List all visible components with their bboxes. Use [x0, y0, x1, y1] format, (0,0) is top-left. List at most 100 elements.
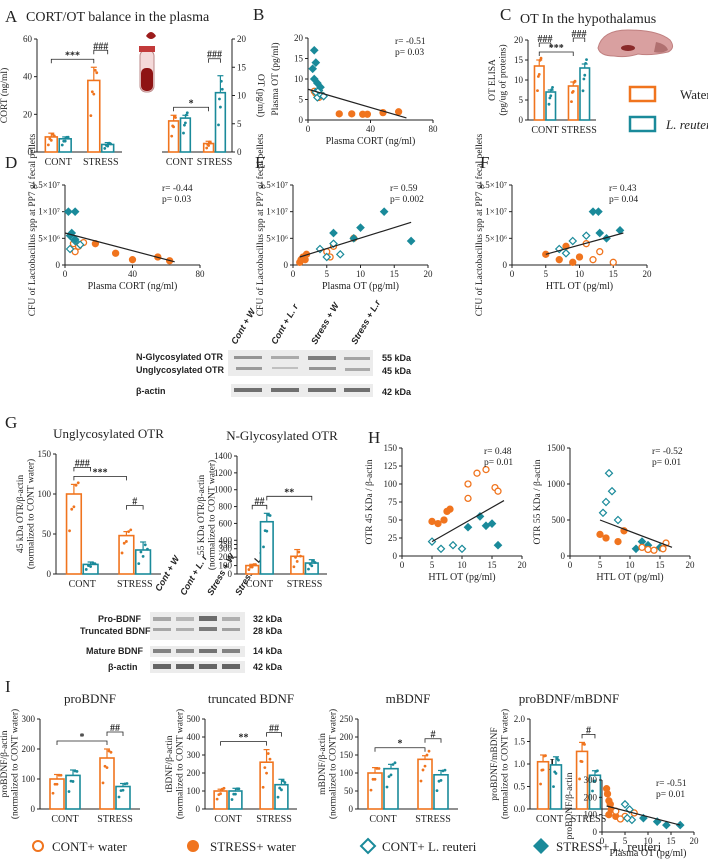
x-axis-label: Plasma OT (pg/ml): [609, 848, 686, 859]
data-point: [578, 777, 581, 781]
significance-bracket: [106, 731, 124, 736]
data-point: [299, 554, 302, 558]
significance-label: *: [398, 739, 403, 750]
x-tick-label: 0: [291, 269, 296, 279]
y-tick-label: 5×10⁶: [266, 233, 288, 243]
stats-label: r= 0.59: [390, 184, 418, 194]
y-tick-label: 1×10⁷: [38, 207, 60, 217]
y-tick-label: 0: [561, 551, 566, 561]
data-point: [182, 131, 185, 135]
panel-letter-a: A: [5, 7, 18, 26]
data-point: [128, 256, 137, 264]
data-point: [90, 90, 94, 94]
x-tick-label: 5: [544, 269, 549, 279]
data-point: [482, 465, 490, 474]
x-tick-label: 15: [656, 560, 666, 570]
y-tick-label: 200: [22, 744, 36, 754]
y-tick-label: 0: [503, 260, 508, 270]
blot1-row-label: N-Glycosylated OTR: [136, 352, 224, 362]
legend-cont-reuteri-marker: [359, 837, 377, 855]
blot2-mature-membrane: [150, 646, 245, 657]
blot2-row-label: Pro-BDNF: [98, 614, 141, 624]
regression-line: [64, 232, 175, 263]
data-point: [435, 789, 439, 793]
data-point: [625, 805, 634, 814]
y-tick-label: 1000: [214, 485, 233, 495]
significance-label: ###: [75, 458, 90, 469]
blot1-lane-label: Cont + W: [229, 306, 258, 346]
x-axis-label: HTL OT (pg/ml): [546, 281, 613, 292]
data-point: [548, 96, 552, 100]
data-point: [609, 258, 617, 266]
stats-label: r= 0.48: [484, 447, 512, 457]
y-tick-label: 0: [31, 804, 36, 814]
y-tick-label: 15: [294, 54, 304, 64]
data-point: [122, 541, 126, 545]
significance-bracket: [220, 741, 267, 746]
y-tick-label: 0: [593, 827, 598, 837]
data-point: [268, 757, 272, 761]
x-tick-label: 5: [325, 269, 330, 279]
legend-top: Water L. reuteri: [628, 85, 708, 133]
y-tick-label: 600: [219, 518, 233, 528]
data-point: [571, 90, 575, 93]
data-point: [125, 540, 128, 543]
legend-stress-reuteri-marker: [533, 838, 549, 854]
y-tick-label: 5: [237, 119, 242, 129]
data-point: [487, 519, 497, 528]
legend-water-swatch: [628, 85, 657, 103]
panel-letter-i: I: [5, 677, 11, 696]
y-tick-label: 1.5×10⁷: [260, 180, 288, 190]
y-axis-label: OT ELISA(pg/ug of proteins): [488, 44, 508, 115]
significance-bracket: [538, 42, 552, 47]
y-tick-label: 1.5×10⁷: [479, 180, 507, 190]
y-tick-label: 20: [294, 33, 304, 43]
legend-reuteri-swatch: [628, 115, 657, 133]
data-point: [622, 813, 632, 823]
significance-label: **: [284, 487, 294, 498]
data-point: [614, 537, 622, 546]
y-tick-label: 5: [519, 95, 524, 105]
data-point: [72, 505, 76, 509]
x-tick-label: 80: [429, 124, 439, 134]
data-point: [220, 87, 224, 91]
y-tick-label: 60: [23, 34, 33, 44]
data-point: [443, 768, 447, 772]
data-point: [575, 253, 584, 261]
data-point: [602, 534, 610, 542]
chart-c: 0 5 10 15 20 OT ELISA(pg/ug of proteins) CONT S…: [488, 29, 597, 136]
y-tick-label: 350: [219, 540, 233, 550]
y-tick-label: 200: [584, 792, 598, 802]
data-point: [581, 231, 591, 241]
x-tick-label: 15: [609, 269, 619, 279]
blot2-kda: 28 kDa: [253, 626, 283, 636]
blot1-actin-membrane: [231, 384, 373, 397]
axes: 0 100 200 300 400 500tBDNF/β-actin(normalized…: [165, 709, 297, 819]
y-axis-label: proBDNF/β-actin: [565, 772, 575, 839]
data-point: [389, 773, 393, 777]
legend-reuteri-label: L. reuteri: [665, 117, 708, 132]
y-tick-label: 10: [514, 75, 524, 85]
data-point: [316, 82, 325, 92]
x-tick-label: STRESS: [83, 157, 119, 168]
data-point: [313, 561, 317, 564]
x-tick-label: 0: [306, 124, 311, 134]
significance-label: ###: [572, 29, 587, 40]
data-point: [598, 508, 608, 518]
data-point: [109, 750, 113, 754]
chart-h1: 0 25 50 75 100 125 150 OTR 45 KDa / β-actin 0 5 10…: [365, 443, 527, 583]
x-tick-label: STRESS: [256, 814, 292, 825]
data-point: [311, 58, 321, 67]
data-point: [247, 568, 251, 571]
regression-line: [299, 221, 412, 258]
data-point: [66, 135, 70, 139]
y-tick-label: 100: [584, 810, 598, 820]
data-point: [550, 88, 554, 91]
data-point: [536, 75, 540, 78]
data-point: [292, 565, 296, 569]
data-point: [111, 249, 120, 257]
